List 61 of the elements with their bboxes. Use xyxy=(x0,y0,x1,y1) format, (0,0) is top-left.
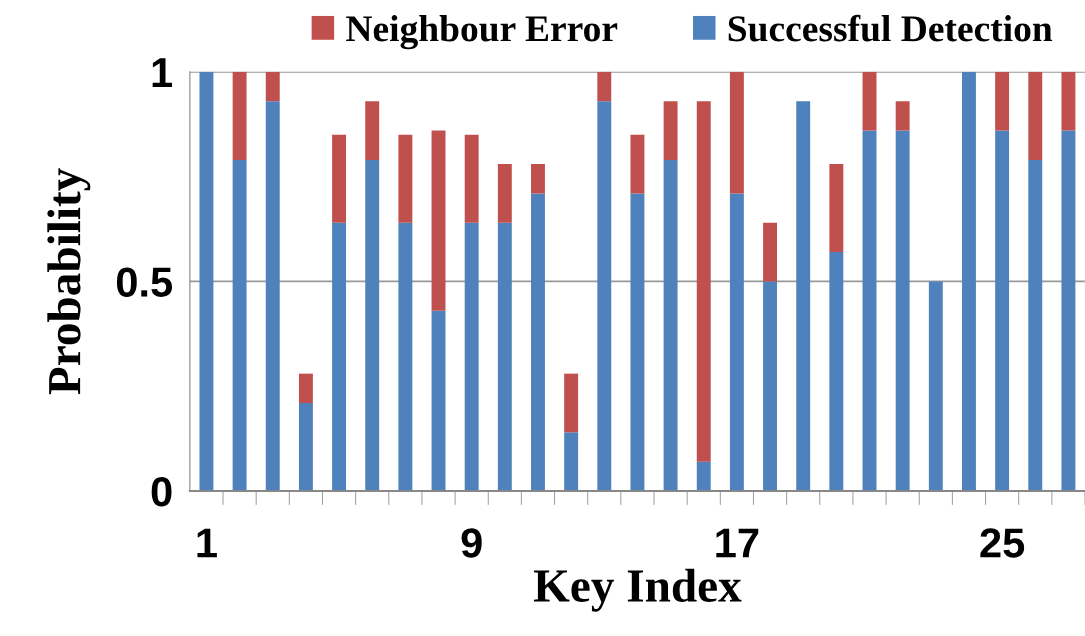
bar xyxy=(663,159,678,491)
bar xyxy=(597,101,612,491)
bar xyxy=(464,134,479,223)
bar xyxy=(696,101,711,462)
bar xyxy=(862,130,877,491)
y-tick-label: 0 xyxy=(151,476,172,507)
bar xyxy=(1028,159,1043,491)
x-tick-label: 25 xyxy=(980,528,1025,558)
bar xyxy=(729,71,744,194)
y-axis-title: Probability xyxy=(47,168,91,395)
bar xyxy=(199,71,214,491)
bar xyxy=(332,222,347,491)
bar xyxy=(763,222,778,282)
y-tick-label: 1 xyxy=(152,58,173,87)
bar xyxy=(862,71,877,131)
bar xyxy=(1061,130,1076,491)
bar xyxy=(564,432,579,491)
bar xyxy=(597,71,612,102)
bar xyxy=(531,193,545,491)
bar xyxy=(265,101,280,491)
bar xyxy=(1061,71,1076,131)
bar xyxy=(431,310,446,491)
x-axis-title: Key Index xyxy=(533,568,742,612)
bar xyxy=(995,71,1010,131)
legend-label: Neighbour Error xyxy=(346,15,618,50)
bar xyxy=(763,281,778,491)
bar xyxy=(232,159,247,491)
bar xyxy=(663,101,678,160)
bar xyxy=(365,101,380,160)
bar xyxy=(232,71,247,160)
bar xyxy=(962,71,976,491)
bar xyxy=(398,222,413,491)
bar xyxy=(829,164,844,253)
x-tick-label: 17 xyxy=(716,528,759,558)
bar xyxy=(497,164,512,223)
bar xyxy=(696,461,711,491)
x-tick-label: 9 xyxy=(461,528,482,558)
bar xyxy=(531,164,545,194)
bar xyxy=(564,373,579,433)
bar xyxy=(431,130,446,311)
bar xyxy=(630,193,645,491)
legend-label: Successful Detection xyxy=(728,14,1053,42)
bar xyxy=(729,193,744,491)
x-tick-label: 1 xyxy=(197,528,217,558)
bar xyxy=(895,130,910,491)
bar xyxy=(298,373,313,403)
bar xyxy=(265,71,280,102)
bar xyxy=(398,134,413,223)
bar xyxy=(497,222,512,491)
bar xyxy=(796,101,811,491)
bar xyxy=(365,159,380,491)
bar xyxy=(928,281,943,491)
bar xyxy=(829,252,844,491)
bar xyxy=(1028,71,1043,160)
bar xyxy=(895,101,910,131)
bar xyxy=(298,402,313,491)
y-tick-label: 0.5 xyxy=(116,267,173,297)
bar xyxy=(464,222,479,491)
bar xyxy=(332,134,347,223)
bar xyxy=(995,130,1010,491)
bar xyxy=(630,134,645,194)
